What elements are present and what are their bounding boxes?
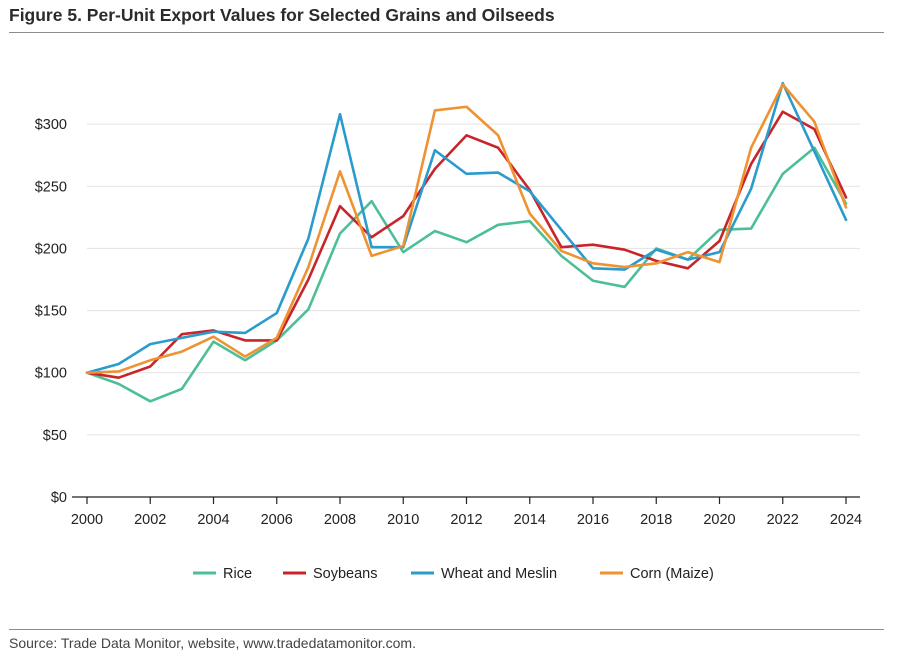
axes: $0 $50 $100 $150 $200 $250 $300 2000 2002 2004 200… — [35, 117, 862, 528]
y-tick-label: $50 — [43, 428, 67, 444]
grid-lines — [87, 123, 860, 436]
chart-title: Figure 5. Per-Unit Export Values for Sel… — [9, 5, 555, 25]
y-tick-label: $250 — [35, 179, 67, 195]
legend-label-corn-maize: Corn (Maize) — [630, 566, 714, 582]
legend-label-soybeans: Soybeans — [313, 566, 378, 582]
x-tick-label: 2010 — [387, 512, 419, 528]
series-lines — [85, 81, 848, 403]
series-line-soybeans — [85, 110, 848, 379]
x-tick-label: 2012 — [450, 512, 482, 528]
y-tick-label: $100 — [35, 366, 67, 382]
x-tick-label: 2020 — [703, 512, 735, 528]
x-tick-label: 2006 — [261, 512, 293, 528]
x-tick-label: 2022 — [767, 512, 799, 528]
legend: Rice Soybeans Wheat and Meslin Corn (Maize) — [193, 566, 714, 582]
source-note: Source: Trade Data Monitor, website, www… — [9, 635, 416, 651]
legend-label-rice: Rice — [223, 566, 252, 582]
series-line-corn-maize — [85, 83, 848, 375]
line-chart: $0 $50 $100 $150 $200 $250 $300 2000 2002 2004 200… — [35, 81, 862, 582]
x-tick-label: 2024 — [830, 512, 862, 528]
y-tick-label: $200 — [35, 241, 67, 257]
x-tick-label: 2002 — [134, 512, 166, 528]
legend-label-wheat-and-meslin: Wheat and Meslin — [441, 566, 557, 582]
x-tick-label: 2018 — [640, 512, 672, 528]
x-tick-label: 2000 — [71, 512, 103, 528]
y-tick-label: $300 — [35, 117, 67, 133]
series-line-rice — [85, 146, 848, 403]
footer-divider — [9, 629, 884, 630]
y-tick-label: $0 — [51, 490, 67, 506]
title-divider — [9, 32, 884, 33]
y-tick-label: $150 — [35, 304, 67, 320]
series-line-wheat-and-meslin — [85, 81, 848, 375]
x-tick-label: 2014 — [514, 512, 546, 528]
x-tick-label: 2008 — [324, 512, 356, 528]
x-tick-label: 2016 — [577, 512, 609, 528]
x-tick-label: 2004 — [197, 512, 229, 528]
